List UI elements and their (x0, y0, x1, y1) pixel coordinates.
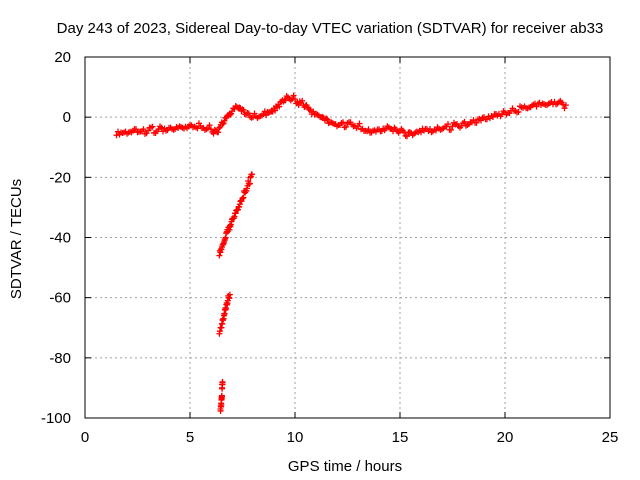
data-point (211, 126, 218, 133)
data-point (560, 101, 567, 108)
data-point (220, 315, 227, 322)
data-point (240, 107, 247, 114)
data-point (445, 121, 451, 128)
data-point (228, 218, 235, 225)
data-point (448, 126, 454, 133)
data-point (299, 97, 306, 104)
data-point (222, 235, 229, 242)
y-tick-label: 20 (54, 49, 71, 66)
data-point (248, 171, 255, 178)
data-point (290, 92, 297, 99)
data-point (246, 180, 253, 187)
data-point (218, 401, 225, 408)
data-point (236, 201, 243, 208)
x-tick-label: 15 (392, 429, 409, 446)
data-point (356, 120, 363, 127)
data-point (239, 106, 246, 113)
data-point (461, 118, 468, 125)
data-point (391, 124, 398, 131)
x-tick-label: 0 (81, 429, 89, 446)
chart-title: Day 243 of 2023, Sidereal Day-to-day VTE… (57, 20, 604, 37)
data-point (353, 125, 360, 132)
data-point (228, 110, 235, 117)
data-point (219, 121, 226, 128)
data-point (561, 105, 568, 112)
data-point (215, 129, 222, 136)
data-point (340, 119, 346, 126)
data-point (542, 101, 549, 108)
data-point (245, 110, 252, 117)
x-axis-label: GPS time / hours (288, 458, 402, 475)
y-tick-label: -100 (41, 410, 71, 427)
data-point (226, 295, 233, 302)
x-tick-label: 10 (287, 429, 304, 446)
data-point (196, 120, 202, 127)
y-tick-label: -20 (49, 169, 71, 186)
data-point (404, 133, 410, 140)
data-point (289, 95, 296, 102)
grid-lines (85, 57, 610, 418)
x-tick-label: 20 (497, 429, 514, 446)
data-point (272, 107, 279, 114)
data-point (206, 122, 213, 129)
data-point (332, 121, 339, 128)
y-tick-label: -80 (49, 350, 71, 367)
y-tick-label: 0 (63, 109, 71, 126)
data-point (323, 115, 330, 122)
data-point (248, 114, 255, 121)
data-point (329, 120, 336, 127)
data-point (219, 379, 226, 386)
data-point (343, 123, 349, 130)
data-point (149, 123, 156, 130)
data-points (113, 92, 569, 414)
data-point (154, 128, 160, 135)
data-point (232, 210, 239, 217)
data-point (319, 114, 326, 121)
y-axis-label: SDTVAR / TECUs (8, 179, 25, 299)
data-point (282, 97, 289, 104)
data-point (143, 130, 150, 137)
data-point (399, 127, 406, 134)
data-point (217, 324, 224, 331)
data-point (218, 392, 225, 399)
data-point (216, 125, 223, 132)
data-point (490, 114, 496, 121)
y-tick-label: -40 (49, 230, 71, 247)
axis-ticks: 0 5 10 15 20 25 -100 -80 -60 -40 -20 0 20 (41, 49, 618, 446)
data-point (473, 119, 480, 126)
data-point (324, 116, 331, 123)
data-point (500, 108, 507, 115)
data-point (133, 126, 139, 133)
data-point (232, 103, 239, 110)
data-point (224, 300, 231, 307)
data-point (240, 194, 247, 201)
x-tick-label: 5 (186, 429, 194, 446)
x-tick-label: 25 (602, 429, 619, 446)
y-tick-label: -60 (49, 290, 71, 307)
data-point (140, 126, 147, 133)
data-point (276, 103, 283, 110)
data-point (562, 102, 569, 109)
data-point (185, 123, 192, 130)
data-point (515, 108, 522, 115)
data-point (227, 111, 234, 118)
data-point (158, 124, 165, 131)
